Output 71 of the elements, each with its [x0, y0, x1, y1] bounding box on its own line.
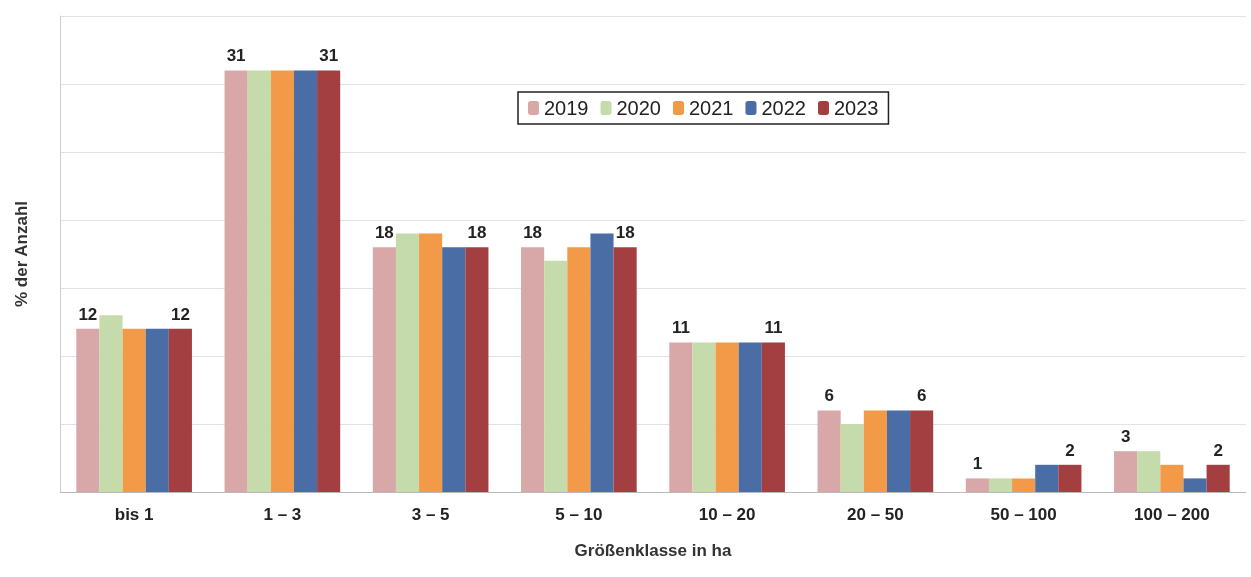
legend-label: 2020: [616, 97, 661, 119]
bar: [122, 328, 146, 492]
bar: [168, 328, 192, 492]
x-tick-label: 3 – 5: [411, 505, 450, 524]
x-tick-label: 20 – 50: [847, 505, 904, 524]
bar: [613, 247, 637, 492]
bar: [419, 233, 443, 492]
bar: [590, 233, 614, 492]
data-label: 3: [1120, 427, 1131, 447]
legend-label: 2019: [544, 97, 589, 119]
bar: [1012, 478, 1036, 492]
bar: [886, 410, 911, 492]
bar: [1114, 451, 1138, 492]
bar: [521, 247, 545, 492]
legend-label: 2023: [833, 97, 879, 119]
bar: [293, 70, 318, 492]
bar: [692, 342, 716, 492]
legend-label: 2021: [688, 97, 734, 119]
legend-label: 2022: [761, 97, 806, 119]
bar: [1137, 451, 1161, 492]
data-label: 18: [523, 223, 543, 243]
bar: [669, 342, 693, 492]
bar: [863, 410, 887, 492]
bar: [270, 70, 294, 492]
data-label: 31: [319, 46, 339, 66]
bar: [1160, 464, 1184, 492]
x-axis-title: Größenklasse in ha: [574, 541, 732, 560]
bar: [1183, 478, 1207, 492]
x-tick-label: 10 – 20: [698, 505, 756, 524]
x-tick-label: 1 – 3: [263, 505, 302, 524]
data-label: 11: [764, 318, 783, 338]
data-label: 1: [972, 454, 983, 474]
bar: [1058, 464, 1082, 492]
data-label: 2: [1213, 440, 1223, 460]
bar: [145, 328, 169, 492]
data-label: 6: [916, 386, 927, 406]
x-tick-label: bis 1: [114, 505, 154, 524]
bar: [715, 342, 739, 492]
bar: [840, 424, 864, 492]
bar: [76, 328, 100, 492]
bar: [442, 247, 466, 492]
y-axis-title: % der Anzahl: [12, 200, 31, 308]
data-label: 18: [467, 223, 487, 243]
data-label: 18: [615, 223, 635, 243]
data-label: 12: [78, 304, 98, 324]
bar: [738, 342, 762, 492]
x-tick-label: 100 – 200: [1134, 505, 1210, 524]
bar: [1206, 464, 1230, 492]
x-tick-label: 5 – 10: [555, 505, 603, 524]
bar: [372, 247, 396, 492]
bar: [567, 247, 591, 492]
data-label: 2: [1065, 440, 1075, 460]
x-tick-label: 50 – 100: [990, 505, 1057, 524]
bar: [99, 315, 123, 492]
data-label: 12: [170, 304, 190, 324]
bar: [395, 233, 420, 492]
bar: [1035, 464, 1059, 492]
data-label: 18: [374, 223, 394, 243]
bar: [465, 247, 489, 492]
data-label: 31: [226, 46, 246, 66]
bar: [817, 410, 841, 492]
data-label: 6: [824, 386, 834, 406]
bar: [761, 342, 785, 492]
bar: [910, 410, 934, 492]
data-label: 11: [671, 318, 690, 338]
bar: [965, 478, 989, 492]
bar: [247, 70, 271, 492]
bar: [988, 478, 1013, 492]
bar: [224, 70, 248, 492]
bar: [317, 70, 341, 492]
bar: [544, 260, 568, 492]
